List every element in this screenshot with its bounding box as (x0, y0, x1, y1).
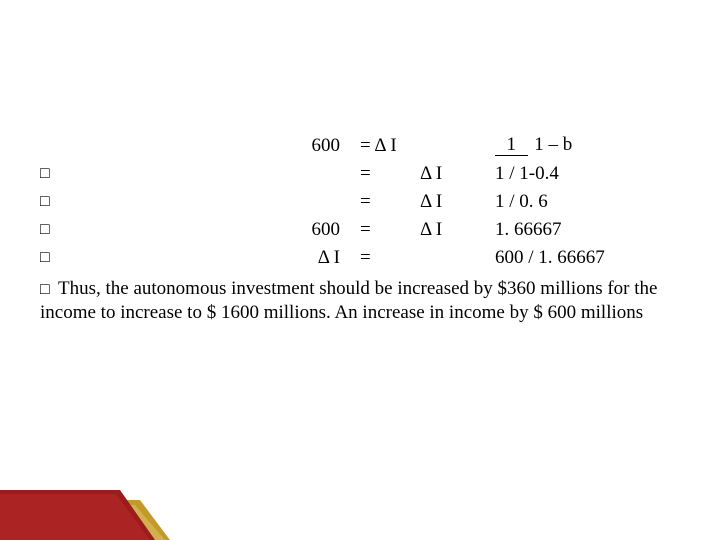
eq-di: Δ I (420, 219, 495, 241)
bullet-icon: □ (40, 247, 70, 269)
eq-right: 1. 66667 (495, 219, 680, 241)
bullet-icon: □ (40, 163, 70, 185)
equation-row: □ Δ I = 600 / 1. 66667 (40, 247, 680, 269)
bullet-icon: □ (40, 219, 70, 241)
eq-di: Δ I (420, 191, 495, 213)
eq-sign: = Δ I (360, 135, 420, 157)
conclusion-body: Thus, the autonomous investment should b… (40, 278, 657, 323)
eq-sign: = (360, 247, 420, 269)
eq-right: 600 / 1. 66667 (495, 247, 680, 269)
eq-right: 1 / 1-0.4 (495, 163, 680, 185)
eq-sign: = (360, 219, 420, 241)
eq-sign: = (360, 191, 420, 213)
equation-row: □ = Δ I 1 / 1-0.4 (40, 163, 680, 185)
eq-right: 1 / 0. 6 (495, 191, 680, 213)
eq-sign: = (360, 163, 420, 185)
eq-right: 1 1 – b (495, 135, 680, 157)
eq-di: Δ I (420, 163, 495, 185)
frac-denom: 1 – b (532, 134, 574, 155)
eq-left: 600 (70, 135, 360, 157)
eq-left: Δ I (70, 247, 360, 269)
corner-decoration (0, 490, 180, 540)
bullet-icon: □ (40, 280, 58, 300)
equation-row: 600 = Δ I 1 1 – b (40, 135, 680, 157)
eq-left: 600 (70, 219, 360, 241)
conclusion-text: □Thus, the autonomous investment should … (40, 277, 680, 325)
frac-numer: 1 (495, 134, 528, 156)
equation-row: □ 600 = Δ I 1. 66667 (40, 219, 680, 241)
bullet-icon: □ (40, 191, 70, 213)
equation-row: □ = Δ I 1 / 0. 6 (40, 191, 680, 213)
